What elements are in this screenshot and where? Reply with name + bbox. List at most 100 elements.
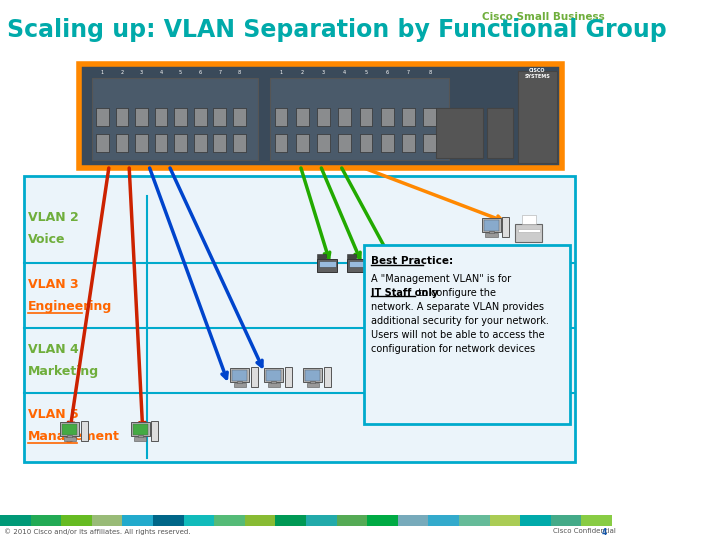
Text: A "Management VLAN" is for: A "Management VLAN" is for bbox=[371, 274, 510, 284]
Text: 4: 4 bbox=[602, 528, 607, 537]
Bar bbox=[377, 254, 386, 259]
Text: VLAN 2: VLAN 2 bbox=[28, 211, 78, 224]
Bar bbox=[487, 108, 513, 158]
Text: network. A separate VLAN provides: network. A separate VLAN provides bbox=[371, 302, 544, 312]
Bar bbox=[131, 422, 150, 436]
Bar bbox=[319, 261, 336, 267]
Bar bbox=[155, 108, 168, 126]
Text: 1: 1 bbox=[279, 71, 282, 76]
Text: 8: 8 bbox=[238, 71, 241, 76]
Bar bbox=[459, 515, 490, 526]
Bar bbox=[338, 108, 351, 126]
Text: Users will not be able to access the: Users will not be able to access the bbox=[371, 330, 544, 340]
Bar bbox=[67, 435, 72, 437]
Bar bbox=[348, 261, 366, 267]
Bar bbox=[31, 515, 61, 526]
Bar bbox=[428, 515, 459, 526]
Bar bbox=[398, 515, 428, 526]
Bar bbox=[436, 108, 483, 158]
Bar bbox=[64, 437, 76, 441]
Bar bbox=[378, 261, 395, 267]
Bar bbox=[347, 259, 367, 272]
Bar bbox=[359, 134, 372, 152]
Bar bbox=[490, 515, 521, 526]
Bar bbox=[155, 134, 168, 152]
Bar bbox=[116, 108, 128, 126]
Text: © 2010 Cisco and/or its affiliates. All rights reserved.: © 2010 Cisco and/or its affiliates. All … bbox=[4, 528, 191, 535]
Text: additional security for your network.: additional security for your network. bbox=[371, 316, 549, 326]
Bar bbox=[122, 515, 153, 526]
Bar bbox=[274, 134, 287, 152]
Bar bbox=[194, 108, 207, 126]
Bar bbox=[359, 108, 372, 126]
Bar bbox=[232, 369, 248, 381]
Bar bbox=[337, 515, 367, 526]
Bar bbox=[276, 515, 306, 526]
Text: 8: 8 bbox=[428, 71, 431, 76]
Bar bbox=[347, 254, 356, 259]
Text: 4: 4 bbox=[160, 71, 163, 76]
Bar bbox=[307, 383, 319, 387]
Text: 4: 4 bbox=[343, 71, 346, 76]
Bar bbox=[317, 259, 338, 272]
Bar bbox=[367, 515, 398, 526]
Bar bbox=[61, 515, 92, 526]
Bar bbox=[138, 435, 143, 437]
Bar bbox=[377, 259, 397, 272]
Text: Engineering: Engineering bbox=[28, 300, 112, 313]
Text: Cisco Confidential: Cisco Confidential bbox=[552, 528, 616, 534]
Bar bbox=[317, 134, 330, 152]
Bar bbox=[194, 134, 207, 152]
Bar bbox=[0, 515, 31, 526]
Bar bbox=[521, 515, 551, 526]
Bar bbox=[264, 368, 283, 382]
Bar bbox=[96, 134, 109, 152]
Bar bbox=[305, 369, 320, 381]
Text: 6: 6 bbox=[199, 71, 202, 76]
Bar bbox=[135, 108, 148, 126]
Text: 6: 6 bbox=[386, 71, 389, 76]
Bar bbox=[174, 134, 187, 152]
Bar bbox=[317, 108, 330, 126]
Bar bbox=[551, 515, 582, 526]
Bar bbox=[233, 134, 246, 152]
Bar bbox=[245, 515, 276, 526]
Bar bbox=[213, 108, 226, 126]
Text: VLAN 3: VLAN 3 bbox=[28, 278, 78, 291]
Text: 7: 7 bbox=[407, 71, 410, 76]
Bar bbox=[285, 367, 292, 387]
Bar bbox=[81, 421, 88, 441]
Bar bbox=[215, 515, 245, 526]
Bar bbox=[381, 108, 394, 126]
Bar bbox=[582, 515, 612, 526]
Bar bbox=[96, 108, 109, 126]
Bar bbox=[92, 515, 122, 526]
Bar bbox=[92, 78, 258, 160]
Text: VLAN 4: VLAN 4 bbox=[28, 343, 78, 356]
Text: Cisco Small Business: Cisco Small Business bbox=[482, 12, 606, 22]
Bar bbox=[518, 228, 540, 232]
Text: VLAN 5: VLAN 5 bbox=[28, 408, 78, 421]
Text: to configure the: to configure the bbox=[415, 288, 496, 298]
Bar bbox=[317, 254, 326, 259]
Text: Best Practice:: Best Practice: bbox=[371, 256, 453, 266]
Bar bbox=[270, 78, 449, 160]
Bar bbox=[271, 381, 276, 383]
Bar bbox=[485, 233, 498, 237]
Bar bbox=[381, 134, 394, 152]
Bar bbox=[116, 134, 128, 152]
Text: Marketing: Marketing bbox=[28, 365, 99, 378]
Bar bbox=[405, 259, 425, 272]
Bar bbox=[402, 108, 415, 126]
Bar bbox=[151, 421, 158, 441]
Bar bbox=[406, 261, 423, 267]
Bar bbox=[515, 225, 542, 242]
Bar bbox=[310, 381, 315, 383]
Text: CISCO
SYSTEMS: CISCO SYSTEMS bbox=[524, 68, 550, 79]
Bar bbox=[266, 369, 282, 381]
FancyBboxPatch shape bbox=[24, 176, 575, 462]
Bar bbox=[484, 220, 499, 231]
Bar bbox=[135, 437, 146, 441]
Text: 5: 5 bbox=[179, 71, 182, 76]
Bar bbox=[230, 368, 249, 382]
